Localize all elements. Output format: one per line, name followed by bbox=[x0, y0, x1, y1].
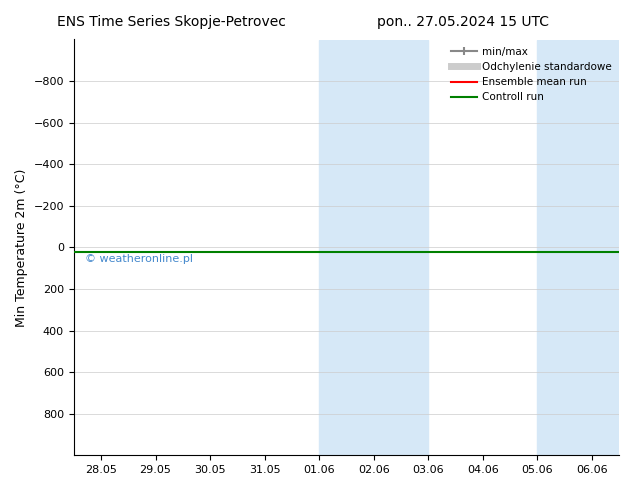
Legend: min/max, Odchylenie standardowe, Ensemble mean run, Controll run: min/max, Odchylenie standardowe, Ensembl… bbox=[446, 43, 616, 107]
Text: pon.. 27.05.2024 15 UTC: pon.. 27.05.2024 15 UTC bbox=[377, 15, 549, 29]
Text: © weatheronline.pl: © weatheronline.pl bbox=[85, 254, 193, 264]
Text: ENS Time Series Skopje-Petrovec: ENS Time Series Skopje-Petrovec bbox=[56, 15, 286, 29]
Bar bbox=[537, 40, 619, 455]
Bar bbox=[319, 40, 428, 455]
Y-axis label: Min Temperature 2m (°C): Min Temperature 2m (°C) bbox=[15, 168, 28, 326]
